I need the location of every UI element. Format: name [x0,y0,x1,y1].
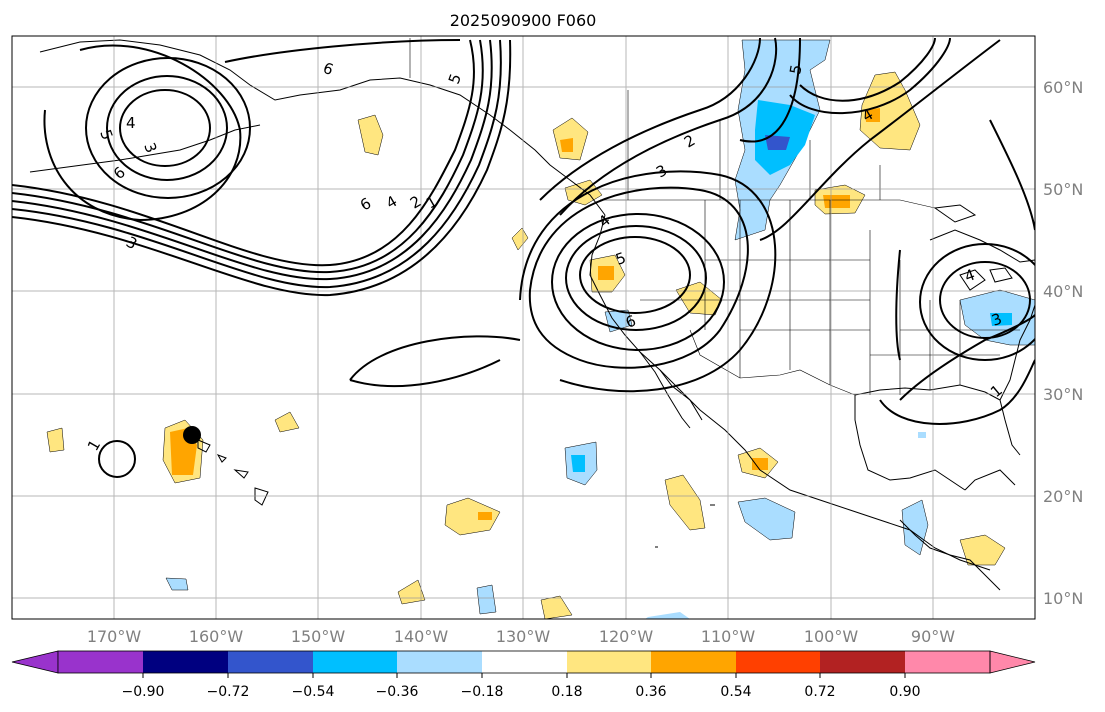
contour-label: 5 [786,63,805,76]
lat-label: 50°N [1043,180,1083,199]
colorbar-segment [482,651,567,673]
colorbar-segment [397,651,482,673]
colorbar-segment [58,651,143,673]
colorbar-segment [905,651,990,673]
lon-label: 90°W [911,627,955,646]
colorbar-extend-low [11,650,59,674]
colorbar-tick: −0.72 [207,684,250,700]
map-area: 6 5 4 3 6 3 6 4 2 1 5 5 3 2 4 5 6 4 4 3 … [12,36,1035,619]
latitude-labels: 10°N 20°N 30°N 40°N 50°N 60°N [1043,78,1083,608]
colorbar-tick: −0.18 [461,684,504,700]
contour-label: 4 [126,114,136,132]
map-title: 2025090900 F060 [450,11,597,30]
lon-label: 160°W [189,627,244,646]
colorbar-tick: 0.18 [551,684,582,700]
graticule [12,36,1035,619]
colorbar-tick: 0.54 [720,684,751,700]
lat-label: 20°N [1043,487,1083,506]
lon-label: 120°W [599,627,654,646]
lat-label: 10°N [1043,589,1083,608]
lat-label: 40°N [1043,282,1083,301]
colorbar-tick: −0.36 [376,684,419,700]
colorbar-segment [228,651,313,673]
colorbar-tick: 0.36 [635,684,666,700]
borders [409,38,1020,396]
colorbar-segment [567,651,651,673]
colorbar-segment [651,651,736,673]
anomaly-shading [46,39,1035,619]
colorbar-extend-high [989,650,1036,674]
lon-label: 140°W [394,627,449,646]
lon-label: 130°W [496,627,551,646]
colorbar-tick: −0.90 [122,684,165,700]
colorbar-tick: 0.72 [804,684,835,700]
colorbar-segment [820,651,905,673]
colorbar-segment [736,651,820,673]
colorbar-segment [143,651,228,673]
colorbar-segment [313,651,397,673]
lon-label: 110°W [701,627,756,646]
colorbar: −0.90 −0.72 −0.54 −0.36 −0.18 0.18 0.36 … [11,650,1036,700]
contours [12,37,1035,478]
lat-label: 60°N [1043,78,1083,97]
colorbar-tick: −0.54 [292,684,335,700]
coastlines [29,39,1035,591]
map-frame [11,35,1036,620]
lat-label: 30°N [1043,385,1083,404]
colorbar-tick: 0.90 [889,684,920,700]
lon-label: 100°W [804,627,859,646]
lon-label: 170°W [87,627,142,646]
storm-marker [183,426,201,444]
lon-label: 150°W [291,627,346,646]
longitude-labels: 170°W 160°W 150°W 140°W 130°W 120°W 110°… [87,627,955,646]
